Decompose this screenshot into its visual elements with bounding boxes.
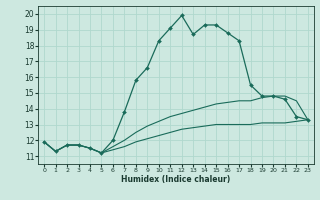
X-axis label: Humidex (Indice chaleur): Humidex (Indice chaleur) [121, 175, 231, 184]
